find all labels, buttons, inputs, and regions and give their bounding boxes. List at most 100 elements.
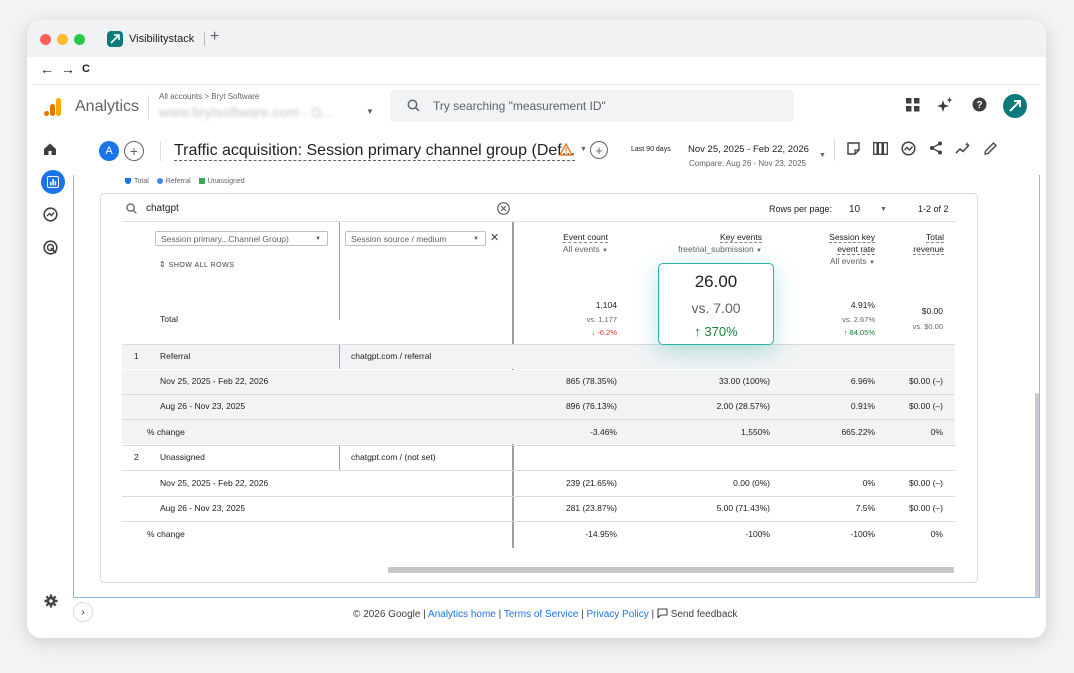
clear-search-icon[interactable] — [497, 202, 510, 215]
channel-unassigned[interactable]: Unassigned — [160, 452, 205, 462]
browser-tab[interactable]: Visibilitystack — [107, 27, 194, 51]
edit-pencil-icon[interactable] — [984, 142, 997, 160]
source-medium[interactable]: chatgpt.com / referral — [351, 351, 432, 361]
legend-swatch-icon — [198, 178, 205, 185]
browser-window: Visibilitystack + ← → C Analytics All ac… — [27, 20, 1046, 638]
column-header-key-events[interactable]: Key events freetrial_submission ▼ — [678, 232, 762, 254]
rate-cell: 7.5% — [855, 503, 875, 513]
row-number: 2 — [134, 452, 139, 462]
toolbar-divider — [834, 139, 835, 161]
home-icon[interactable] — [43, 142, 57, 161]
add-filter-button[interactable]: + — [590, 141, 608, 159]
report-header: A + Traffic acquisition: Session primary… — [73, 128, 1040, 175]
close-window-icon[interactable] — [40, 34, 51, 45]
help-icon[interactable]: ? — [972, 97, 987, 117]
caret-down-icon: ▼ — [315, 236, 321, 242]
forward-button[interactable]: → — [61, 61, 75, 77]
horizontal-scrollbar[interactable] — [388, 567, 954, 573]
page-footer: © 2026 Google | Analytics home | Terms o… — [73, 598, 1040, 638]
legend-item-referral[interactable]: Referral — [156, 178, 191, 185]
event-count-cell: -3.46% — [590, 427, 617, 437]
visibilitystack-logo-icon — [1009, 100, 1021, 112]
divider — [122, 521, 955, 522]
revenue-cell: $0.00 (–) — [908, 503, 943, 513]
advertising-icon[interactable] — [43, 240, 58, 260]
insights-icon[interactable] — [901, 141, 916, 161]
secondary-dimension-select[interactable]: Session source / medium ▼ — [345, 231, 486, 246]
caret-down-icon: ▼ — [473, 236, 479, 242]
maximize-window-icon[interactable] — [74, 34, 85, 45]
new-tab-button[interactable]: + — [210, 28, 220, 45]
comment-icon[interactable] — [847, 142, 860, 160]
date-caret-down-icon[interactable]: ▼ — [819, 152, 826, 159]
revenue-cell: 0% — [930, 529, 943, 539]
privacy-link[interactable]: Privacy Policy — [586, 609, 649, 620]
analytics-home-link[interactable]: Analytics home — [428, 609, 496, 620]
account-selector[interactable]: www.brytsoftware.com - G... — [159, 104, 335, 120]
vertical-scrollbar[interactable] — [1035, 393, 1039, 598]
group-header-row — [122, 345, 955, 369]
add-comparison-button[interactable]: + — [124, 141, 144, 161]
sparkle-icon[interactable] — [937, 97, 953, 118]
svg-text:?: ? — [976, 100, 982, 111]
trend-sparkle-icon[interactable] — [955, 142, 971, 160]
caret-down-icon[interactable]: ▼ — [366, 107, 374, 116]
search-input[interactable]: Try searching "measurement ID" — [390, 90, 794, 122]
breadcrumb[interactable]: All accounts > Bryt Software — [159, 92, 260, 101]
row-label: Nov 25, 2025 - Feb 22, 2026 — [160, 376, 269, 386]
user-avatar[interactable] — [1003, 94, 1027, 118]
event-count-cell: -14.95% — [585, 529, 617, 539]
settings-gear-icon[interactable] — [44, 594, 58, 613]
warning-icon[interactable] — [558, 142, 574, 161]
caret-down-icon[interactable]: ▼ — [880, 206, 887, 213]
divider — [122, 394, 955, 395]
table-row — [122, 420, 955, 444]
show-all-rows-button[interactable]: ⇕ SHOW ALL ROWS — [159, 260, 235, 269]
column-header-session-key-event-rate[interactable]: Session key event rate All events ▼ — [829, 232, 875, 266]
browser-nav: ← → C — [27, 57, 1046, 83]
tab-divider — [204, 32, 205, 46]
divider — [122, 445, 955, 446]
send-feedback-button[interactable]: Send feedback — [657, 608, 737, 620]
column-header-event-count[interactable]: Event count All events ▼ — [562, 232, 608, 254]
legend-item-unassigned[interactable]: Unassigned — [198, 178, 245, 185]
legend-item-total[interactable]: Total — [125, 178, 149, 185]
compare-columns-icon[interactable] — [873, 142, 888, 160]
reload-button[interactable]: C — [82, 63, 90, 75]
revenue-cell: 0% — [930, 427, 943, 437]
share-icon[interactable] — [929, 141, 943, 160]
explore-icon[interactable] — [43, 207, 58, 227]
rows-per-page-select[interactable]: 10 — [849, 204, 861, 215]
analytics-logo-icon[interactable] — [43, 97, 63, 122]
legend-swatch-icon — [156, 178, 163, 185]
terms-link[interactable]: Terms of Service — [503, 609, 579, 620]
comparison-avatar[interactable]: A — [99, 141, 119, 161]
date-preset-label[interactable]: Last 90 days — [631, 146, 671, 153]
key-events-cell: 33.00 (100%) — [718, 376, 770, 386]
back-button[interactable]: ← — [40, 61, 54, 77]
rate-cell: -100% — [850, 529, 875, 539]
apps-grid-icon[interactable] — [906, 98, 920, 117]
total-revenue: $0.00 — [921, 306, 943, 316]
total-rate: 4.91% — [850, 300, 875, 310]
left-nav-rail — [33, 128, 73, 638]
table-search-input[interactable]: chatgpt — [146, 203, 179, 214]
reports-icon[interactable] — [41, 170, 65, 194]
date-range[interactable]: Nov 25, 2025 - Feb 22, 2026 — [688, 144, 809, 155]
column-divider — [339, 446, 340, 470]
total-row-label: Total — [160, 314, 178, 324]
row-label: % change — [147, 427, 185, 437]
caret-down-icon[interactable]: ▼ — [580, 146, 587, 153]
caret-down-icon: ▼ — [869, 260, 875, 266]
subheader-divider — [160, 141, 161, 161]
remove-dimension-icon[interactable]: ✕ — [490, 232, 500, 244]
compare-range[interactable]: Compare: Aug 26 - Nov 23, 2025 — [689, 159, 806, 168]
minimize-window-icon[interactable] — [57, 34, 68, 45]
channel-referral[interactable]: Referral — [160, 351, 191, 361]
report-title[interactable]: Traffic acquisition: Session primary cha… — [174, 142, 576, 161]
column-header-total-revenue[interactable]: Total revenue — [913, 232, 944, 255]
key-events-cell: -100% — [745, 529, 770, 539]
primary-dimension-select[interactable]: Session primary...Channel Group) ▼ — [155, 231, 328, 246]
expand-nav-chevron-right-icon[interactable]: › — [73, 602, 93, 622]
source-medium[interactable]: chatgpt.com / (not set) — [351, 452, 436, 462]
